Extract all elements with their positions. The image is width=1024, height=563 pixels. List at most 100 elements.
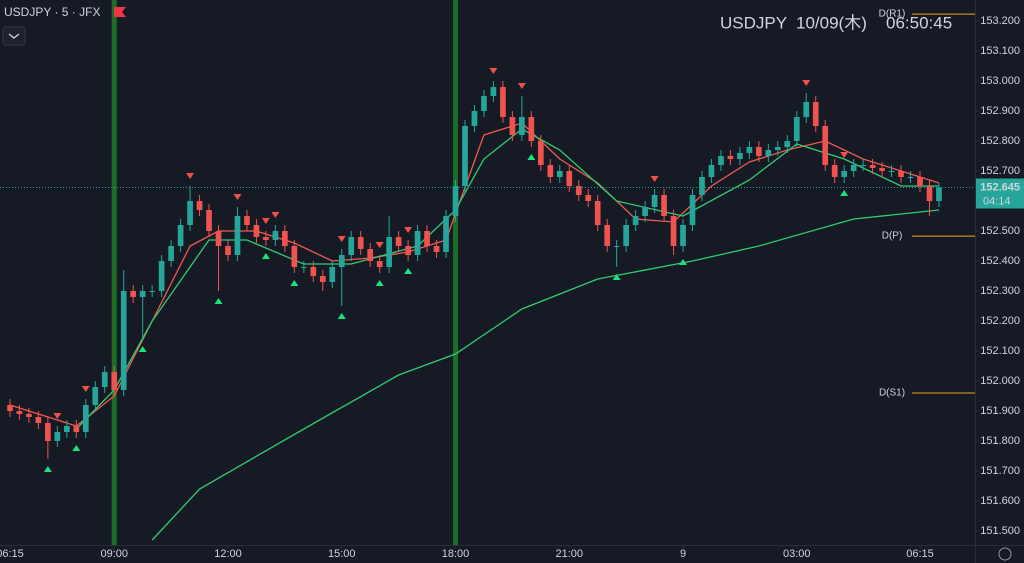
header-time: 06:50:45 xyxy=(886,13,952,32)
candle-body xyxy=(689,195,696,225)
symbol-title[interactable]: USDJPY · 5 · JFX xyxy=(4,5,100,19)
candle-body xyxy=(537,141,544,165)
moving-average-line xyxy=(151,209,940,541)
candle-body xyxy=(130,291,137,297)
x-tick-label: 06:15 xyxy=(0,548,24,560)
candle-body xyxy=(471,111,478,126)
x-tick-label: 9 xyxy=(680,548,686,560)
candle-body xyxy=(386,237,392,267)
candle-body xyxy=(139,291,146,297)
candle-body xyxy=(822,126,829,165)
signal-down xyxy=(53,413,62,419)
candle-body xyxy=(774,147,781,150)
candle-body xyxy=(585,195,592,201)
candle-body xyxy=(168,246,174,261)
candle-body xyxy=(879,168,885,171)
y-tick-label: 151.600 xyxy=(980,495,1020,507)
candle-body xyxy=(812,102,819,126)
candle-body xyxy=(187,201,193,225)
candle-body xyxy=(888,171,895,172)
x-tick-label: 06:15 xyxy=(906,548,934,560)
candle-body xyxy=(575,186,582,195)
candle-body xyxy=(26,414,32,417)
flag-icon[interactable] xyxy=(114,7,126,17)
y-tick-label: 152.700 xyxy=(980,165,1020,177)
x-tick-label: 12:00 xyxy=(214,548,242,560)
candle-body xyxy=(35,417,42,423)
candle-body xyxy=(651,195,658,207)
candle-body xyxy=(632,216,639,225)
candle-body xyxy=(765,150,772,156)
signal-up xyxy=(72,445,81,451)
candle-body xyxy=(177,225,184,246)
y-tick-label: 151.500 xyxy=(980,525,1020,537)
y-tick-label: 153.200 xyxy=(980,15,1020,27)
signal-down xyxy=(840,152,849,158)
candle-body xyxy=(500,87,506,117)
signal-up xyxy=(375,280,384,286)
candle-body xyxy=(718,156,724,165)
chevron-icon xyxy=(8,33,20,39)
candle-body xyxy=(196,201,203,210)
signal-up xyxy=(527,154,536,160)
y-tick-label: 152.100 xyxy=(980,345,1020,357)
candle-body xyxy=(926,186,933,201)
candle-body xyxy=(756,147,762,156)
header-symbol: USDJPY xyxy=(720,13,787,32)
signal-down xyxy=(271,212,280,218)
candle-body xyxy=(244,216,250,225)
candle-body xyxy=(263,237,269,240)
candle-body xyxy=(54,432,61,441)
collapse-button[interactable] xyxy=(2,26,26,46)
candle-body xyxy=(424,231,430,246)
y-tick-label: 152.800 xyxy=(980,135,1020,147)
y-tick-label: 153.000 xyxy=(980,75,1020,87)
candle-body xyxy=(433,246,440,252)
candle-body xyxy=(594,201,601,225)
x-tick-label: 21:00 xyxy=(555,548,583,560)
candle-body xyxy=(329,267,336,282)
signal-down xyxy=(802,80,811,86)
y-tick-label: 152.300 xyxy=(980,285,1020,297)
candle-body xyxy=(120,291,127,390)
candle-body xyxy=(206,210,212,231)
candle-body xyxy=(547,165,554,177)
candle-body xyxy=(282,231,288,246)
candle-body xyxy=(661,195,667,216)
candle-body xyxy=(63,426,70,432)
candle-body xyxy=(642,207,648,216)
signal-down xyxy=(233,194,242,200)
candle-body xyxy=(73,426,80,432)
candle-body xyxy=(310,267,317,276)
pivot-level-label: D(S1) xyxy=(879,388,905,399)
candle-body xyxy=(319,276,326,282)
candle-body xyxy=(604,225,611,246)
y-tick-label: 153.100 xyxy=(980,45,1020,57)
signal-down xyxy=(404,227,413,233)
candle-body xyxy=(414,231,421,255)
candle-body xyxy=(338,255,345,267)
candle-body xyxy=(793,117,800,141)
signal-down xyxy=(261,218,270,224)
candle-body xyxy=(92,387,99,405)
candle-body xyxy=(348,237,355,255)
settings-icon[interactable] xyxy=(998,547,1012,561)
candle-body xyxy=(452,186,459,216)
candle-body xyxy=(746,147,753,153)
candle-body xyxy=(528,117,535,141)
candle-body xyxy=(784,141,791,147)
candle-body xyxy=(462,126,468,186)
candle-body xyxy=(376,261,383,267)
candle-body xyxy=(291,246,298,267)
signal-down xyxy=(517,83,526,89)
candle-body xyxy=(443,216,449,252)
candle-body xyxy=(917,177,923,186)
candle-body xyxy=(936,187,942,201)
y-tick-label: 152.900 xyxy=(980,105,1020,117)
candle-body xyxy=(566,171,573,186)
candle-body xyxy=(490,87,497,96)
candle-body xyxy=(737,153,743,159)
